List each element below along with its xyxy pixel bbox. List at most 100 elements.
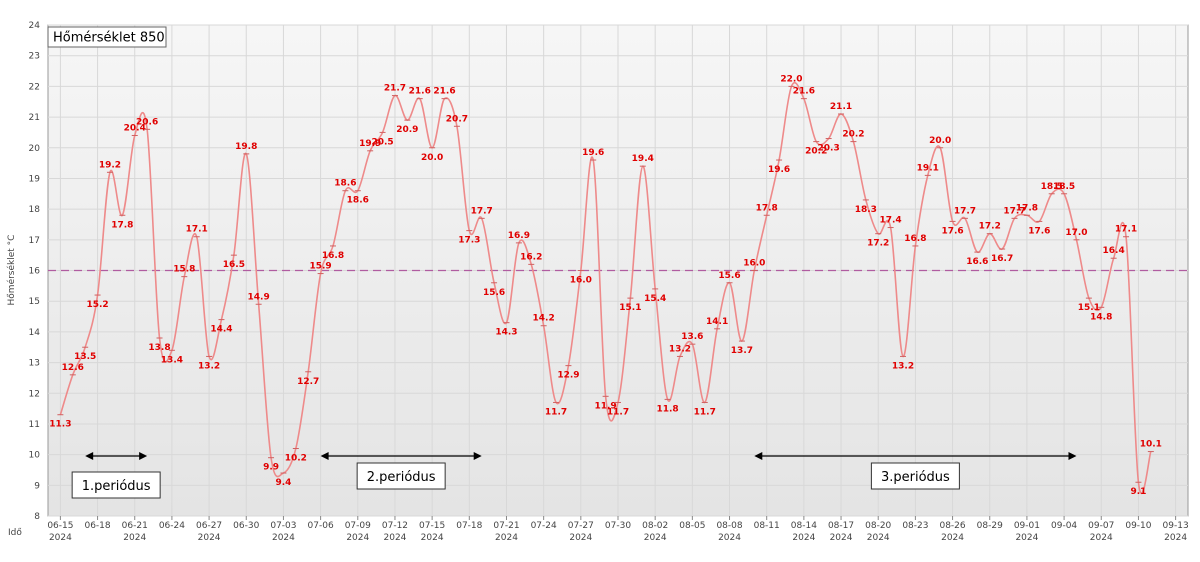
data-label: 19.2 <box>99 160 121 170</box>
data-label: 18.5 <box>1041 182 1063 192</box>
data-label: 14.8 <box>1090 312 1112 322</box>
x-tick-label: 07-21 2024 <box>493 521 519 543</box>
data-label: 19.8 <box>235 142 257 152</box>
data-label: 12.9 <box>557 371 579 381</box>
data-label: 9.9 <box>263 463 279 473</box>
data-label: 20.2 <box>842 130 864 140</box>
data-label: 15.9 <box>309 262 331 272</box>
period-box <box>356 462 446 490</box>
y-axis-title: Hőmérséklet °C <box>6 235 17 306</box>
data-label: 13.2 <box>669 344 691 354</box>
data-label: 12.6 <box>62 363 84 373</box>
data-label: 11.7 <box>545 407 567 417</box>
x-tick-label: 08-20 2024 <box>865 521 891 543</box>
data-label: 15.1 <box>619 303 641 313</box>
y-tick-label: 20 <box>29 144 41 154</box>
data-label: 21.7 <box>384 84 406 94</box>
data-label: 19.4 <box>632 154 654 164</box>
data-label: 18.5 <box>1053 182 1075 192</box>
data-label: 17.6 <box>941 226 963 236</box>
data-label: 16.9 <box>508 231 530 241</box>
x-tick-label: 07-27 2024 <box>568 521 594 543</box>
y-tick-label: 14 <box>29 328 41 338</box>
x-tick-label: 07-30 <box>605 521 631 531</box>
data-label: 11.3 <box>49 420 71 430</box>
data-label: 17.8 <box>111 220 133 230</box>
data-label: 11.7 <box>607 407 629 417</box>
data-label: 15.6 <box>718 271 740 281</box>
data-label: 14.2 <box>533 314 555 324</box>
y-tick-label: 22 <box>29 82 40 92</box>
period-label: 2.periódus <box>367 470 436 485</box>
data-label: 10.2 <box>285 453 307 463</box>
data-label: 13.8 <box>148 343 170 353</box>
y-tick-label: 13 <box>29 359 40 369</box>
data-label: 14.4 <box>210 325 232 335</box>
data-label: 9.1 <box>1130 487 1146 497</box>
data-label: 17.0 <box>1065 228 1087 238</box>
data-label: 16.0 <box>570 276 592 286</box>
y-tick-label: 17 <box>29 236 40 246</box>
data-label: 19.6 <box>768 165 790 175</box>
x-tick-label: 08-26 2024 <box>939 521 965 543</box>
data-label: 20.9 <box>396 125 418 135</box>
x-tick-label: 08-17 2024 <box>828 521 854 543</box>
data-label: 11.7 <box>694 407 716 417</box>
data-label: 17.1 <box>1115 225 1137 235</box>
data-label: 22.0 <box>780 74 802 84</box>
x-tick-label: 07-12 2024 <box>382 521 408 543</box>
data-label: 13.7 <box>731 346 753 356</box>
data-label: 16.4 <box>1103 246 1125 256</box>
title-box <box>47 26 167 48</box>
x-tick-label: 08-08 2024 <box>716 521 742 543</box>
data-label: 16.8 <box>322 251 344 261</box>
y-tick-label: 10 <box>29 451 41 461</box>
x-tick-label: 09-01 2024 <box>1014 521 1040 543</box>
data-label: 17.4 <box>879 216 901 226</box>
x-tick-label: 06-18 <box>84 521 110 531</box>
data-label: 17.7 <box>1003 206 1025 216</box>
x-tick-label: 07-15 2024 <box>419 521 445 543</box>
y-tick-label: 23 <box>29 52 40 62</box>
y-tick-label: 15 <box>29 297 40 307</box>
data-label: 16.6 <box>966 257 988 267</box>
data-label: 18.6 <box>334 179 356 189</box>
data-label: 15.2 <box>86 300 108 310</box>
data-label: 16.0 <box>743 259 765 269</box>
data-label: 10.1 <box>1140 440 1162 450</box>
data-label: 17.8 <box>1016 203 1038 213</box>
x-tick-label: 09-04 <box>1051 521 1077 531</box>
data-label: 13.2 <box>892 361 914 371</box>
x-tick-label: 07-06 <box>308 521 334 531</box>
data-label: 13.5 <box>74 352 96 362</box>
y-tick-label: 11 <box>29 420 40 430</box>
data-label: 20.3 <box>818 144 840 154</box>
data-label: 17.8 <box>756 203 778 213</box>
data-label: 15.1 <box>1078 303 1100 313</box>
y-tick-label: 19 <box>29 174 41 184</box>
x-tick-label: 06-15 2024 <box>47 521 73 543</box>
x-tick-label: 06-30 <box>233 521 259 531</box>
data-label: 17.1 <box>186 225 208 235</box>
y-tick-label: 18 <box>29 205 41 215</box>
x-tick-label: 08-29 <box>977 521 1003 531</box>
data-label: 19.1 <box>917 163 939 173</box>
data-label: 12.7 <box>297 377 319 387</box>
data-label: 13.2 <box>198 361 220 371</box>
data-label: 14.3 <box>495 328 517 338</box>
y-tick-label: 9 <box>34 481 40 491</box>
data-label: 16.8 <box>904 234 926 244</box>
data-label: 15.6 <box>483 288 505 298</box>
period-label: 3.periódus <box>881 470 950 485</box>
data-label: 17.3 <box>458 236 480 246</box>
x-tick-label: 08-14 2024 <box>791 521 817 543</box>
data-label: 13.6 <box>681 332 703 342</box>
chart-title: Hőmérséklet 850 <box>53 31 165 46</box>
period-label: 1.periódus <box>82 479 151 494</box>
data-label: 18.3 <box>855 205 877 215</box>
x-tick-label: 08-23 <box>902 521 928 531</box>
data-label: 16.7 <box>991 254 1013 264</box>
data-label: 21.6 <box>793 87 815 97</box>
x-tick-label: 07-18 <box>456 521 482 531</box>
